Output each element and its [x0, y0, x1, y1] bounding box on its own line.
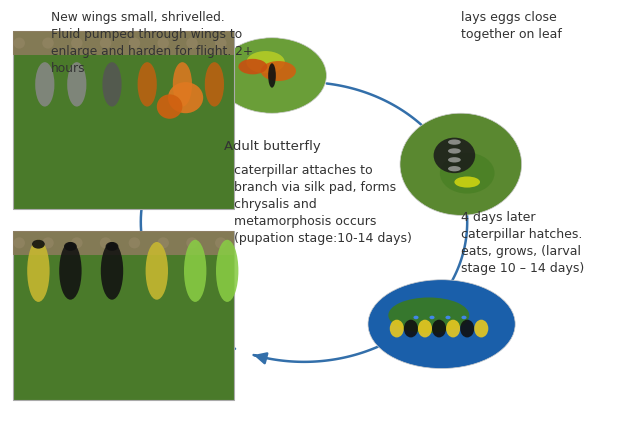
Ellipse shape — [64, 242, 77, 251]
Ellipse shape — [27, 240, 50, 302]
Text: Adult butterfly: Adult butterfly — [223, 140, 321, 153]
Ellipse shape — [474, 320, 488, 337]
Ellipse shape — [168, 82, 204, 113]
Ellipse shape — [432, 320, 446, 337]
Ellipse shape — [404, 320, 418, 337]
Ellipse shape — [215, 237, 227, 249]
Ellipse shape — [448, 148, 461, 154]
Ellipse shape — [429, 316, 435, 319]
Ellipse shape — [71, 237, 83, 249]
Ellipse shape — [13, 38, 25, 49]
Text: caterpillar attaches to
branch via silk pad, forms
chrysalis and
metamorphosis o: caterpillar attaches to branch via silk … — [234, 164, 412, 245]
Ellipse shape — [413, 316, 419, 319]
Ellipse shape — [445, 316, 451, 319]
Ellipse shape — [388, 297, 469, 333]
Bar — [13, 231, 234, 400]
Ellipse shape — [246, 51, 285, 73]
Ellipse shape — [261, 61, 296, 81]
Ellipse shape — [448, 166, 461, 171]
Ellipse shape — [186, 38, 198, 49]
Ellipse shape — [157, 237, 169, 249]
Ellipse shape — [102, 62, 122, 107]
Ellipse shape — [129, 237, 140, 249]
Ellipse shape — [454, 176, 480, 188]
Ellipse shape — [184, 240, 206, 302]
Ellipse shape — [100, 38, 111, 49]
Bar — [13, 31, 234, 56]
Ellipse shape — [35, 62, 54, 107]
Ellipse shape — [215, 38, 227, 49]
Ellipse shape — [218, 38, 326, 113]
Ellipse shape — [460, 320, 474, 337]
Ellipse shape — [67, 62, 86, 107]
Ellipse shape — [205, 62, 224, 107]
Ellipse shape — [157, 94, 182, 119]
Ellipse shape — [268, 63, 276, 88]
Bar — [13, 231, 234, 255]
Ellipse shape — [129, 38, 140, 49]
Ellipse shape — [400, 113, 522, 215]
Ellipse shape — [440, 153, 495, 194]
Text: 4 days later
caterpillar hatches.
eats, grows, (larval
stage 10 – 14 days): 4 days later caterpillar hatches. eats, … — [461, 211, 584, 275]
Ellipse shape — [157, 38, 169, 49]
Ellipse shape — [448, 139, 461, 145]
Ellipse shape — [71, 38, 83, 49]
Ellipse shape — [106, 242, 118, 251]
Ellipse shape — [173, 62, 192, 107]
Ellipse shape — [418, 320, 432, 337]
Ellipse shape — [368, 280, 515, 369]
Ellipse shape — [186, 237, 198, 249]
Ellipse shape — [100, 237, 111, 249]
Ellipse shape — [448, 157, 461, 163]
Ellipse shape — [146, 242, 168, 300]
Ellipse shape — [101, 242, 123, 300]
Ellipse shape — [390, 320, 404, 337]
Text: New wings small, shrivelled.
Fluid pumped through wings to
enlarge and harden fo: New wings small, shrivelled. Fluid pumpe… — [51, 11, 253, 75]
Ellipse shape — [42, 237, 54, 249]
Ellipse shape — [42, 38, 54, 49]
Ellipse shape — [138, 62, 157, 107]
Text: lays eggs close
together on leaf: lays eggs close together on leaf — [461, 11, 562, 41]
Ellipse shape — [32, 240, 45, 249]
Ellipse shape — [461, 316, 467, 319]
Ellipse shape — [13, 237, 25, 249]
Bar — [13, 31, 234, 209]
Ellipse shape — [239, 59, 268, 75]
Ellipse shape — [216, 240, 239, 302]
Ellipse shape — [434, 138, 475, 173]
Ellipse shape — [60, 242, 82, 300]
Ellipse shape — [446, 320, 460, 337]
